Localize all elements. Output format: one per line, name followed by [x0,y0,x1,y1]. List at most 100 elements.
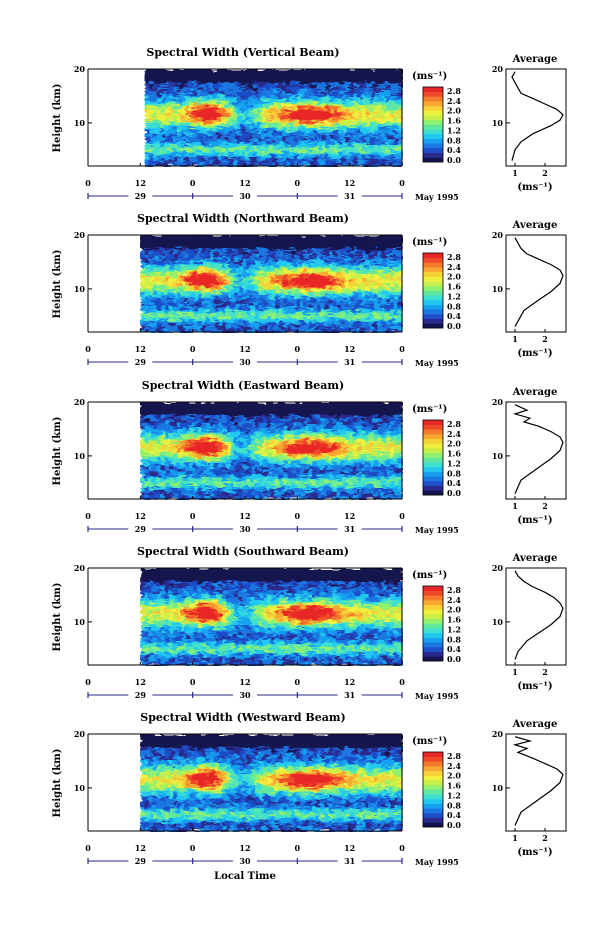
heatmap-cell [181,323,187,328]
heatmap-cell [241,133,246,138]
heatmap-cell [262,243,268,247]
heatmap-cell [393,163,399,167]
heatmap-cell [254,256,260,261]
heatmap-cell [265,112,271,116]
heatmap-cell [144,109,150,113]
heatmap-cell [333,106,339,111]
heatmap-cell [303,261,309,266]
x-tick-label: 12 [344,344,355,354]
heatmap-cell [234,291,240,296]
heatmap-cell [209,253,215,258]
heatmap-cell [303,315,309,320]
heatmap-cell [344,272,350,277]
heatmap-cell [301,114,307,119]
heatmap-cell [213,299,219,304]
heatmap-cell [160,122,166,127]
heatmap-cell [205,93,210,97]
heatmap-cell [168,283,174,287]
heatmap-cell [312,270,317,274]
heatmap-cell [361,136,367,140]
heatmap-cell [357,288,362,293]
heatmap-cell [295,283,301,287]
heatmap-cell [291,245,297,250]
heatmap-cell [196,122,202,127]
heatmap-cell [317,133,323,138]
heatmap-cell [332,248,338,252]
heatmap-cell [373,128,379,132]
heatmap-cell [148,163,154,167]
heatmap-cell [201,256,207,261]
heatmap-cell [385,288,391,293]
heatmap-cell [357,152,363,157]
heatmap-cell [185,259,191,263]
heatmap-cell [164,122,170,127]
heatmap-cell [180,128,186,132]
heatmap-cell [357,82,363,86]
heatmap-cell [337,93,343,97]
heatmap-cell [344,267,350,271]
heatmap-cell [173,299,178,304]
heatmap-cell [271,294,277,298]
heatmap-cell [184,85,190,89]
heatmap-cell [332,302,338,306]
heatmap-cell [291,248,297,252]
heatmap-cell [217,71,222,76]
heatmap-cell [254,253,260,258]
heatmap-cell [257,90,263,95]
heatmap-cell [253,69,259,73]
heatmap-cell [349,141,355,146]
heatmap-cell [192,101,198,105]
heatmap-cell [277,155,283,159]
heatmap-cell [254,270,260,274]
heatmap-cell [320,286,326,290]
heatmap-cell [385,264,391,269]
heatmap-cell [293,93,299,97]
heatmap-cell [242,283,248,287]
heatmap-cell [144,299,150,304]
heatmap-cell [152,74,158,78]
heatmap-cell [324,329,330,333]
heatmap-cell [230,261,236,266]
heatmap-cell [218,302,223,306]
heatmap-cell [349,87,355,92]
heatmap-cell [267,259,272,263]
heatmap-cell [258,404,264,409]
heatmap-cell [393,305,399,309]
heatmap-cell [197,280,203,285]
heatmap-cell [273,90,279,95]
heatmap-cell [361,120,367,124]
heatmap-cell [164,245,170,250]
heatmap-cell [344,245,350,250]
heatmap-cell [373,82,379,86]
heatmap-cell [340,235,346,239]
heatmap-cell [172,93,178,97]
heatmap-cell [317,149,323,154]
heatmap-cell [305,77,311,81]
heatmap-cell [148,272,154,277]
heatmap-cell [345,101,351,105]
heatmap-cell [181,305,187,309]
heatmap-cell [299,410,305,414]
heatmap-cell [361,117,367,121]
heatmap-cell [265,155,271,159]
heatmap-cell [193,307,199,312]
heatmap-cell [287,305,293,309]
heatmap-cell [357,106,363,111]
heatmap-cell [177,305,183,309]
heatmap-cell [353,106,359,111]
heatmap-cell [385,157,391,162]
heatmap-cell [303,305,309,309]
heatmap-cell [262,410,268,414]
heatmap-cell [257,160,263,165]
heatmap-cell [324,253,330,258]
heatmap-cell [324,296,330,301]
heatmap-cell [140,315,146,320]
heatmap-cell [192,106,198,111]
heatmap-cell [381,139,387,143]
heatmap-cell [262,267,268,271]
heatmap-cell [181,280,187,285]
heatmap-cell [349,157,355,162]
heatmap-cell [250,256,256,261]
heatmap-cell [377,299,383,304]
heatmap-cell [197,283,203,287]
